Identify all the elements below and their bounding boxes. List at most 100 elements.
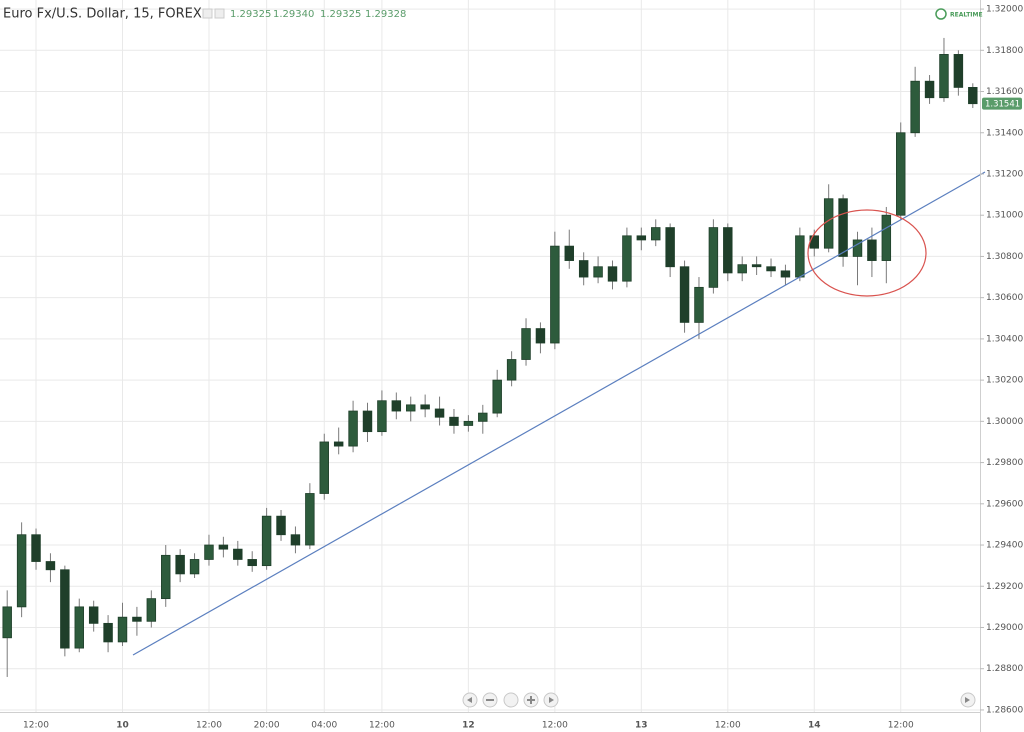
- candle-body: [276, 515, 286, 536]
- reset-button[interactable]: [503, 692, 519, 708]
- candle-body: [333, 441, 344, 447]
- x-tick-label: 12:00: [715, 721, 741, 731]
- candle-body: [218, 544, 229, 550]
- candle-body: [564, 245, 574, 261]
- y-tick-label: 1.28600: [986, 705, 1023, 715]
- candle-body: [708, 227, 719, 288]
- candle-body: [896, 132, 906, 216]
- candle-body: [132, 616, 142, 622]
- candle-body: [968, 87, 978, 105]
- candle-body: [16, 534, 27, 608]
- axes: 1.28600 1.28800 1.29000 1.29200 1.29400 1.296…: [23, 5, 1023, 731]
- grid: [0, 0, 980, 712]
- highlight-ellipse: [807, 209, 927, 297]
- candle-body: [607, 266, 618, 282]
- candle-body: [881, 214, 892, 261]
- candle-body: [867, 239, 877, 261]
- ohlc-value: 1.29328: [365, 9, 406, 20]
- legend-icon[interactable]: [202, 8, 213, 19]
- candles: [2, 37, 978, 677]
- candle-body: [247, 559, 257, 567]
- legend-icon[interactable]: [214, 8, 225, 19]
- candle-body: [694, 286, 704, 323]
- candle-body: [463, 420, 474, 426]
- candle-body: [953, 54, 964, 88]
- x-tick-label: 12:00: [369, 721, 395, 731]
- candle-body: [377, 400, 387, 433]
- candle-body: [189, 559, 200, 575]
- candle-body: [636, 235, 647, 241]
- candle-body: [679, 266, 690, 323]
- ohlc-value: 1.29340: [273, 9, 314, 20]
- candle-body: [103, 622, 113, 643]
- candle-body: [622, 235, 632, 282]
- last-price-label: 1.31541: [985, 100, 1020, 110]
- candle-body: [492, 379, 502, 414]
- y-tick-label: 1.29000: [986, 623, 1023, 633]
- arrow-glyph: [549, 697, 554, 703]
- candle-body: [506, 359, 517, 381]
- candle-body: [60, 569, 70, 649]
- y-tick-label: 1.28800: [986, 664, 1023, 674]
- candle-body: [766, 266, 776, 272]
- minus-glyph: [486, 699, 494, 701]
- y-tick-label: 1.31600: [986, 87, 1023, 97]
- candle-body: [434, 408, 445, 418]
- candle-body: [780, 270, 791, 278]
- realtime-icon: [935, 8, 947, 20]
- y-tick-label: 1.29200: [986, 582, 1023, 592]
- y-tick-label: 1.31000: [986, 211, 1023, 221]
- y-tick-label: 1.30800: [986, 252, 1023, 262]
- candle-body: [261, 515, 272, 567]
- y-tick-label: 1.29600: [986, 499, 1023, 509]
- candle-body: [521, 328, 531, 360]
- candle-body: [578, 260, 589, 278]
- x-tick-label: 12:00: [888, 721, 914, 731]
- candle-body: [593, 266, 603, 278]
- candle-body: [823, 198, 834, 249]
- candle-body: [2, 606, 12, 639]
- candle-body: [391, 400, 402, 412]
- candle-body: [751, 264, 762, 268]
- nav-glyphs: [467, 696, 970, 704]
- chart-title: Euro Fx/U.S. Dollar, 15, FOREX: [3, 7, 202, 22]
- candle-body: [535, 328, 546, 344]
- candle-body: [117, 616, 128, 643]
- x-tick-label: 04:00: [311, 721, 337, 731]
- candle-body: [550, 245, 560, 344]
- realtime-label: REALTIME: [950, 12, 983, 19]
- candle-body: [406, 404, 416, 412]
- candle-body: [910, 80, 920, 134]
- candle-body: [74, 606, 84, 649]
- candle-body: [290, 534, 301, 546]
- arrow-glyph: [467, 697, 472, 703]
- ohlc-value: 1.29325: [230, 9, 271, 20]
- candle-body: [449, 416, 459, 426]
- arrow-glyph: [965, 697, 970, 703]
- y-tick-label: 1.30200: [986, 376, 1023, 386]
- candle-body: [161, 554, 171, 600]
- candle-body: [45, 561, 56, 571]
- y-tick-label: 1.31800: [986, 46, 1023, 56]
- candle-body: [319, 441, 329, 494]
- candle-body: [852, 239, 863, 257]
- y-tick-label: 1.31400: [986, 128, 1023, 138]
- candle-body: [146, 598, 157, 622]
- candle-body: [305, 493, 315, 546]
- candle-body: [939, 54, 949, 99]
- x-tick-label: 13: [635, 721, 648, 731]
- y-tick-label: 1.30600: [986, 293, 1023, 303]
- x-tick-label: 12:00: [23, 721, 49, 731]
- x-tick-label: 10: [116, 721, 129, 731]
- y-tick-label: 1.31200: [986, 169, 1023, 179]
- candle-body: [420, 404, 430, 410]
- trend-line: [132, 171, 986, 656]
- candle-body: [795, 235, 805, 278]
- y-tick-label: 1.30400: [986, 334, 1023, 344]
- candle-body: [175, 554, 185, 575]
- candle-body: [665, 227, 675, 268]
- y-tick-label: 1.29800: [986, 458, 1023, 468]
- x-tick-label: 20:00: [254, 721, 280, 731]
- x-tick-label: 12:00: [196, 721, 222, 731]
- y-tick-label: 1.30000: [986, 417, 1023, 427]
